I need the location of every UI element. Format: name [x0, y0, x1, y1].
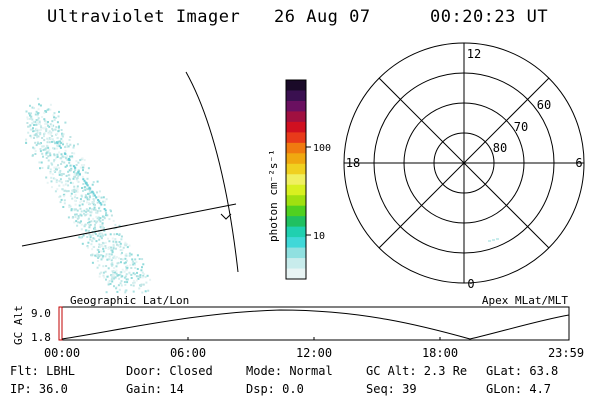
polar-emission-pixels: [488, 238, 499, 242]
colorbar-cell: [286, 195, 306, 207]
colorbar-cell: [286, 247, 306, 259]
colorbar-tick-label-10: 10: [313, 231, 325, 242]
timeline-left-label: Geographic Lat/Lon: [70, 294, 189, 307]
colorbar-cell: [286, 258, 306, 270]
colorbar-cell: [286, 184, 306, 196]
colorbar-unit-label: photon cm⁻²s⁻¹: [267, 149, 280, 242]
date-label: 26 Aug 07: [274, 7, 371, 27]
info-glon: GLon: 4.7: [486, 382, 552, 396]
info-mode: Mode: Normal: [246, 364, 333, 378]
time-label: 00:20:23 UT: [430, 7, 549, 27]
mlt-label-12: 12: [467, 47, 481, 61]
timeline-x-tick-2359: 23:59: [548, 346, 584, 360]
mlat-label-80: 80: [493, 141, 507, 155]
timeline-x-tick-0000: 00:00: [44, 346, 80, 360]
timeline-y-tick-low: 1.8: [31, 331, 51, 344]
grid-intersection-tick: [220, 213, 232, 220]
timeline-y-axis-label: GC Alt: [12, 305, 25, 345]
info-dsp: Dsp: 0.0: [246, 382, 304, 396]
timeline-right-label: Apex MLat/MLT: [482, 294, 568, 307]
colorbar-cell: [286, 174, 306, 186]
mlt-label-0: 0: [467, 277, 474, 291]
timeline-y-tick-high: 9.0: [31, 307, 51, 320]
latitude-line: [21, 203, 237, 247]
info-ip: IP: 36.0: [10, 382, 68, 396]
colorbar-cell: [286, 163, 306, 175]
info-gc-alt: GC Alt: 2.3 Re: [366, 364, 468, 378]
mlat-label-60: 60: [537, 98, 551, 112]
polar-diagonal-2: [378, 77, 550, 249]
instrument-title: Ultraviolet Imager: [47, 7, 241, 27]
altitude-curve: [61, 309, 570, 340]
colorbar-cell: [286, 142, 306, 154]
colorbar-cell: [286, 132, 306, 144]
timeline-x-tick-1200: 12:00: [296, 346, 332, 360]
colorbar-cell: [286, 90, 306, 102]
colorbar-cell: [286, 268, 306, 280]
colorbar-cell: [286, 226, 306, 238]
colorbar-cell: [286, 121, 306, 133]
longitude-line: [185, 71, 239, 273]
colorbar-cell: [286, 205, 306, 217]
colorbar-cell: [286, 216, 306, 228]
info-gain: Gain: 14: [126, 382, 184, 396]
mlat-label-70: 70: [514, 120, 528, 134]
colorbar-cell: [286, 237, 306, 249]
timeline-x-tick-1800: 18:00: [422, 346, 458, 360]
info-door: Door: Closed: [126, 364, 213, 378]
info-seq: Seq: 39: [366, 382, 417, 396]
mlt-label-18: 18: [346, 156, 360, 170]
info-filter: Flt: LBHL: [10, 364, 76, 378]
colorbar-frame: [285, 79, 307, 280]
timeline-frame: [58, 306, 570, 341]
auroral-emission-pixels: [25, 97, 152, 294]
colorbar-cell: [286, 153, 306, 165]
timeline-x-tick-0600: 06:00: [170, 346, 206, 360]
colorbar-cells: [286, 80, 306, 280]
info-glat: GLat: 63.8: [486, 364, 559, 378]
colorbar-cell: [286, 80, 306, 92]
colorbar-cell: [286, 100, 306, 113]
mlt-label-6: 6: [575, 156, 582, 170]
colorbar-tick-label-100: 100: [313, 143, 331, 154]
current-time-marker: [58, 306, 63, 341]
colorbar-cell: [286, 111, 306, 123]
